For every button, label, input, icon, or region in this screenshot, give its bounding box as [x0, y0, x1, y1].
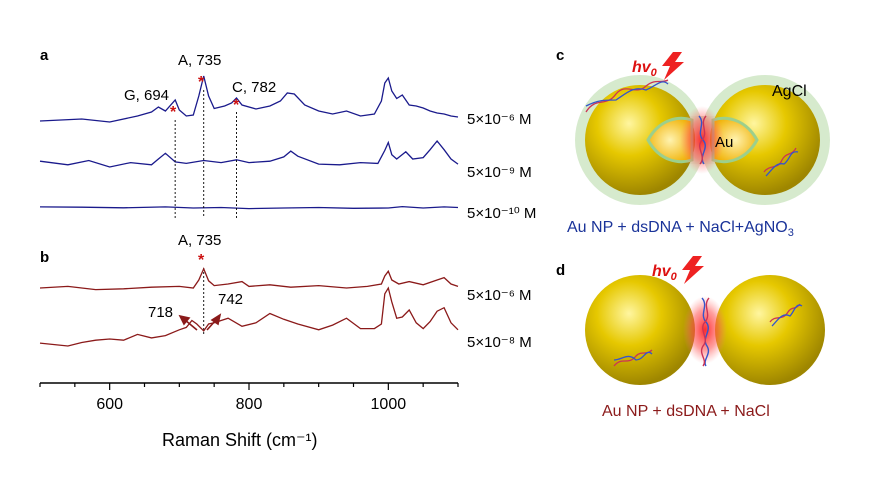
caption-d: Au NP + dsDNA + NaCl	[602, 403, 770, 420]
annotation-a735: A, 735	[178, 52, 221, 69]
spectrum-a-2	[39, 139, 459, 168]
hotspot-d	[683, 296, 727, 364]
spectra-panel-a	[39, 75, 459, 336]
x-axis: 600 800 1000	[39, 382, 459, 413]
au-label: Au	[715, 134, 733, 151]
star-g694: *	[170, 104, 177, 121]
star-a735: *	[198, 74, 205, 91]
spectra-panel-b	[39, 267, 459, 347]
panel-label-b: b	[40, 249, 49, 266]
x-tick-label: 1000	[371, 396, 407, 413]
annotation-742: 742	[218, 291, 243, 308]
star-c782: *	[233, 97, 240, 114]
x-tick-label: 600	[96, 396, 123, 413]
caption-c: Au NP + dsDNA + NaCl+AgNO3	[567, 219, 794, 239]
x-axis-title: Raman Shift (cm⁻¹)	[162, 430, 318, 450]
au-sphere-left-d	[585, 275, 695, 385]
annotation-b-a735: A, 735	[178, 232, 221, 249]
lightning-icon-c	[662, 52, 684, 80]
panel-label-c: c	[556, 47, 564, 64]
au-sphere-right-d	[715, 275, 825, 385]
dsdna-c-top	[585, 79, 669, 113]
lightning-icon-d	[682, 256, 704, 284]
dsdna-d-gap	[701, 297, 710, 367]
panel-label-a: a	[40, 47, 49, 64]
x-tick-label: 800	[236, 396, 263, 413]
hv-label-d: hv0	[652, 263, 678, 283]
schematic-c: AgCl Au hv0 Au NP + dsDNA + NaCl+AgNO3	[567, 52, 830, 239]
annotation-g694: G, 694	[124, 87, 169, 104]
annotation-718: 718	[148, 304, 173, 321]
agcl-label: AgCl	[772, 83, 807, 100]
spectrum-a-3	[39, 205, 459, 210]
spectrum-b-2	[39, 286, 459, 347]
series-label-a3: 5×10⁻¹⁰ M	[467, 205, 536, 222]
au-sphere-left	[585, 85, 695, 195]
schematic-d: hv0 Au NP + dsDNA + NaCl	[585, 256, 825, 420]
hv-label-c: hv0	[632, 59, 658, 79]
series-label-a2: 5×10⁻⁹ M	[467, 164, 532, 181]
panel-label-d: d	[556, 262, 565, 279]
spectrum-a-1	[39, 75, 459, 123]
series-label-b2: 5×10⁻⁸ M	[467, 334, 532, 351]
au-sphere-right	[710, 85, 820, 195]
series-label-b1: 5×10⁻⁶ M	[467, 287, 532, 304]
annotation-c782: C, 782	[232, 79, 276, 96]
dsdna-c-right	[763, 147, 797, 173]
spectrum-b-1	[39, 267, 459, 291]
series-label-a1: 5×10⁻⁶ M	[467, 111, 532, 128]
shift-arrows	[178, 313, 222, 331]
star-b-a735: *	[198, 252, 205, 269]
